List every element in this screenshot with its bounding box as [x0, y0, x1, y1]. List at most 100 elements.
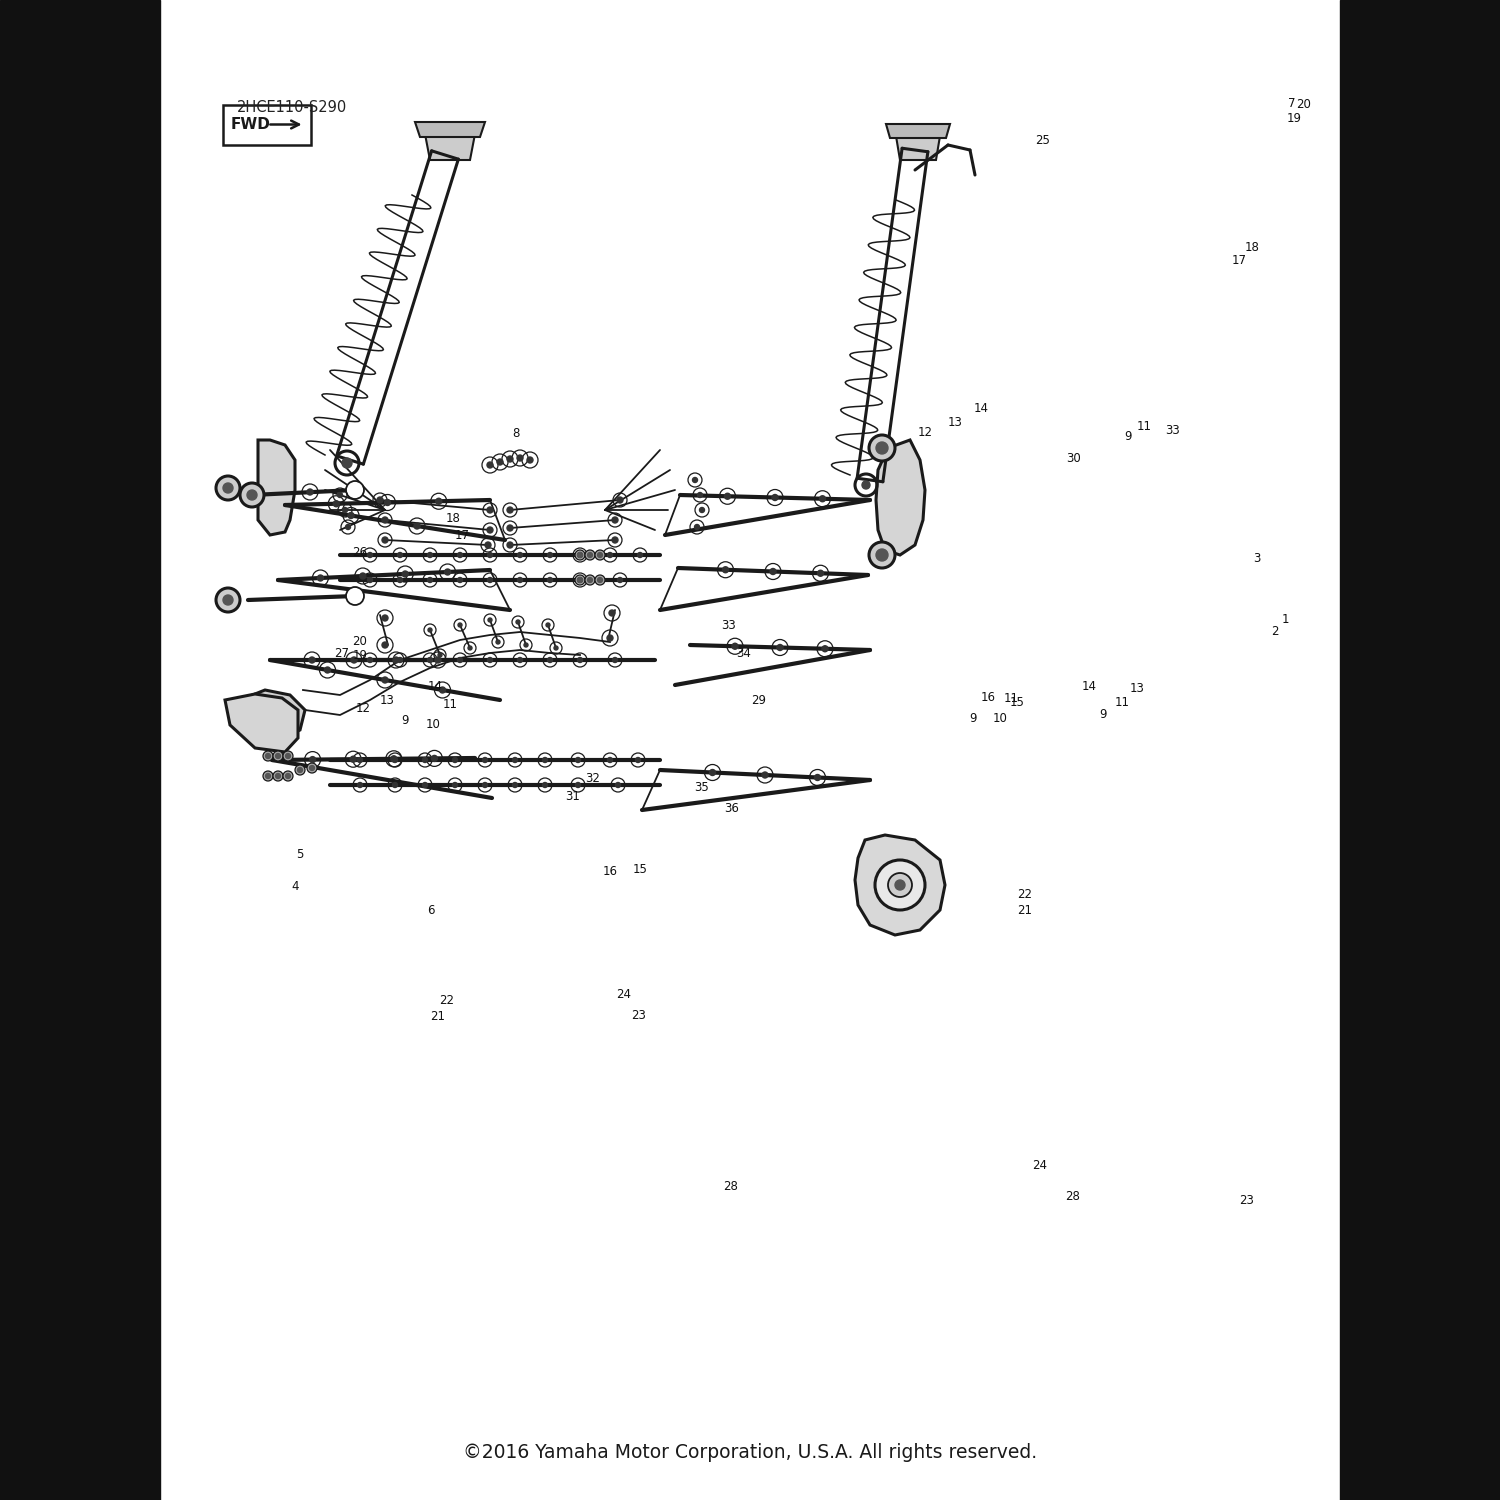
- Circle shape: [608, 634, 613, 640]
- Circle shape: [596, 550, 604, 560]
- Circle shape: [382, 676, 388, 682]
- Circle shape: [398, 578, 402, 582]
- Circle shape: [266, 774, 270, 778]
- Text: 15: 15: [633, 864, 648, 876]
- Text: 28: 28: [723, 1180, 738, 1192]
- Circle shape: [309, 657, 315, 663]
- Text: 13: 13: [1130, 682, 1144, 694]
- Circle shape: [693, 477, 698, 483]
- Polygon shape: [855, 836, 945, 934]
- Circle shape: [543, 758, 548, 762]
- Text: 23: 23: [1239, 1194, 1254, 1206]
- Circle shape: [518, 454, 524, 460]
- Text: 20: 20: [1296, 99, 1311, 111]
- Bar: [1340, 0, 1500, 1500]
- Polygon shape: [876, 440, 926, 555]
- Circle shape: [638, 552, 642, 558]
- Text: 9: 9: [1098, 708, 1106, 720]
- Circle shape: [284, 752, 292, 760]
- Text: 9: 9: [969, 712, 978, 724]
- Circle shape: [427, 657, 432, 663]
- Circle shape: [488, 657, 492, 663]
- Polygon shape: [222, 105, 310, 144]
- Text: 20: 20: [352, 636, 368, 648]
- Text: 3: 3: [1254, 552, 1260, 564]
- Circle shape: [868, 542, 895, 568]
- Text: 4: 4: [291, 880, 298, 892]
- Circle shape: [262, 771, 273, 782]
- Circle shape: [368, 578, 372, 582]
- Circle shape: [636, 758, 640, 762]
- Circle shape: [382, 518, 388, 524]
- Text: 30: 30: [1066, 453, 1082, 465]
- Circle shape: [285, 753, 291, 759]
- Text: 11: 11: [1137, 420, 1152, 432]
- Circle shape: [384, 500, 390, 506]
- Polygon shape: [896, 136, 940, 160]
- Text: 19: 19: [1287, 112, 1302, 125]
- Circle shape: [585, 574, 596, 585]
- Circle shape: [699, 507, 705, 513]
- Text: 5: 5: [297, 849, 303, 861]
- Text: 32: 32: [585, 772, 600, 784]
- Circle shape: [483, 783, 488, 788]
- Circle shape: [309, 765, 315, 771]
- Circle shape: [574, 574, 585, 585]
- Circle shape: [346, 586, 364, 604]
- Circle shape: [453, 758, 458, 762]
- Polygon shape: [886, 124, 950, 138]
- Circle shape: [342, 507, 348, 513]
- Circle shape: [578, 578, 582, 582]
- Circle shape: [588, 578, 592, 582]
- Circle shape: [440, 687, 446, 693]
- Text: 26: 26: [352, 546, 368, 558]
- Circle shape: [240, 483, 264, 507]
- Text: 36: 36: [724, 802, 740, 814]
- Text: 6: 6: [426, 904, 435, 916]
- Circle shape: [423, 783, 427, 788]
- Circle shape: [357, 783, 363, 788]
- Circle shape: [815, 774, 821, 780]
- Circle shape: [368, 657, 372, 663]
- Text: FWD: FWD: [231, 117, 270, 132]
- Text: 27: 27: [334, 648, 350, 660]
- Text: 11: 11: [1114, 696, 1130, 708]
- Circle shape: [438, 652, 442, 657]
- Circle shape: [297, 768, 303, 772]
- Circle shape: [345, 525, 351, 530]
- Circle shape: [458, 578, 462, 582]
- Text: ©2016 Yamaha Motor Corporation, U.S.A. All rights reserved.: ©2016 Yamaha Motor Corporation, U.S.A. A…: [464, 1443, 1036, 1461]
- Circle shape: [612, 657, 618, 663]
- Circle shape: [273, 752, 284, 760]
- Circle shape: [576, 758, 580, 762]
- Circle shape: [609, 610, 615, 616]
- Circle shape: [216, 476, 240, 500]
- Circle shape: [435, 498, 441, 504]
- Text: 2HCE110-S290: 2HCE110-S290: [237, 100, 348, 116]
- Text: 19: 19: [352, 650, 368, 662]
- Text: 17: 17: [1232, 255, 1246, 267]
- Circle shape: [393, 657, 399, 663]
- Circle shape: [597, 552, 603, 558]
- Circle shape: [435, 657, 441, 663]
- Circle shape: [392, 756, 398, 762]
- Text: 35: 35: [694, 782, 709, 794]
- Circle shape: [296, 765, 304, 776]
- Circle shape: [822, 645, 828, 651]
- Text: 1: 1: [1281, 614, 1288, 626]
- Circle shape: [224, 596, 232, 604]
- Text: 18: 18: [446, 513, 460, 525]
- Circle shape: [308, 489, 314, 495]
- Circle shape: [513, 783, 517, 788]
- Circle shape: [453, 783, 458, 788]
- Text: 31: 31: [566, 790, 580, 802]
- Circle shape: [488, 578, 492, 582]
- Text: 10: 10: [993, 712, 1008, 724]
- Circle shape: [342, 458, 352, 468]
- Circle shape: [276, 753, 280, 759]
- Circle shape: [398, 657, 402, 663]
- Circle shape: [516, 620, 520, 624]
- Text: 13: 13: [948, 417, 963, 429]
- Circle shape: [588, 552, 592, 558]
- Circle shape: [612, 537, 618, 543]
